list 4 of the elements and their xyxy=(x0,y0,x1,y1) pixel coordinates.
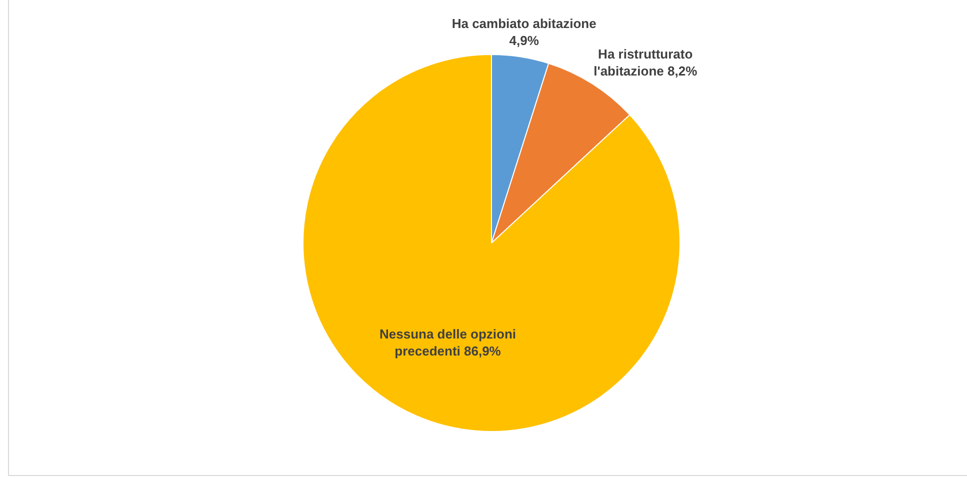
data-label: 4,9% xyxy=(509,33,540,48)
slice-label: Ha cambiato abitazione xyxy=(452,16,596,32)
slice-label: Ha ristrutturato l'abitazione 8,2% xyxy=(594,46,698,79)
slice-label: Nessuna delle opzioni precedenti 86,9% xyxy=(380,326,516,358)
